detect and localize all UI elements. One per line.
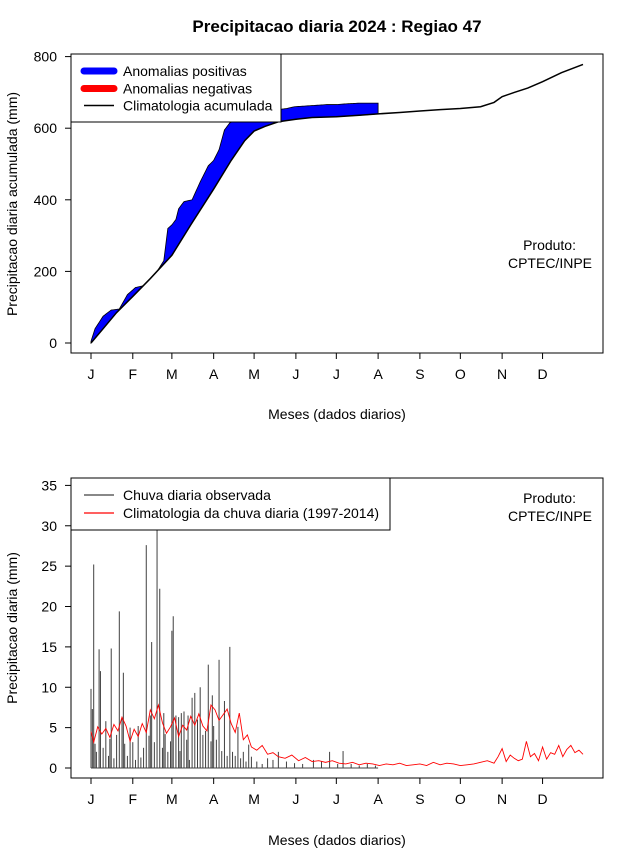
top-x-tick-label: D bbox=[537, 366, 547, 382]
top-x-tick-label: J bbox=[292, 366, 299, 382]
legend-label-positive: Anomalias positivas bbox=[123, 63, 247, 79]
bottom-y-tick-label: 25 bbox=[41, 558, 57, 574]
legend-label-climatology: Climatologia acumulada bbox=[123, 98, 273, 114]
bottom-x-tick-label: M bbox=[166, 791, 178, 807]
positive-anomaly-area bbox=[90, 102, 379, 345]
daily-chart: 0 5 10 15 20 25 30 35 J F M A M J J A S O N D Meses (dados… bbox=[4, 477, 604, 848]
bottom-y-tick-label: 20 bbox=[41, 599, 57, 615]
climatology-cumulative-line bbox=[90, 63, 584, 344]
bottom-y-axis-label: Precipitacao diaria (mm) bbox=[4, 552, 20, 704]
top-x-tick-label: N bbox=[497, 366, 507, 382]
cumulative-chart: 0 200 400 600 800 J F M A M J J A S O N D Meses (dados … bbox=[4, 49, 604, 422]
top-annotation-line2: CPTEC/INPE bbox=[508, 255, 592, 271]
top-x-tick-label: M bbox=[166, 366, 178, 382]
legend-label-negative: Anomalias negativas bbox=[123, 81, 252, 97]
top-y-tick-label: 0 bbox=[49, 335, 57, 351]
bottom-legend-box bbox=[70, 477, 391, 531]
bottom-x-tick-label: J bbox=[292, 791, 299, 807]
top-x-tick-label: A bbox=[209, 366, 219, 382]
top-y-tick-label: 600 bbox=[34, 120, 58, 136]
top-x-tick-label: F bbox=[129, 366, 138, 382]
chart-title: Precipitacao diaria 2024 : Regiao 47 bbox=[192, 17, 481, 36]
bottom-y-axis: 0 5 10 15 20 25 30 35 bbox=[41, 477, 72, 776]
top-y-tick-label: 800 bbox=[34, 49, 58, 65]
bottom-y-tick-label: 10 bbox=[41, 679, 57, 695]
bottom-x-axis-label: Meses (dados diarios) bbox=[268, 832, 406, 848]
top-annotation-line1: Produto: bbox=[523, 237, 576, 253]
top-x-tick-label: S bbox=[415, 366, 424, 382]
top-x-tick-label: M bbox=[248, 366, 260, 382]
bottom-x-tick-label: M bbox=[248, 791, 260, 807]
bottom-x-tick-label: N bbox=[497, 791, 507, 807]
bottom-annotation-line2: CPTEC/INPE bbox=[508, 508, 592, 524]
top-legend: Anomalias positivas Anomalias negativas … bbox=[70, 53, 282, 123]
bottom-y-tick-label: 30 bbox=[41, 518, 57, 534]
bottom-y-tick-label: 35 bbox=[41, 477, 57, 493]
bottom-y-tick-label: 0 bbox=[49, 760, 57, 776]
bottom-plot-marks bbox=[90, 485, 584, 769]
top-x-axis-label: Meses (dados diarios) bbox=[268, 406, 406, 422]
top-x-tick-label: J bbox=[333, 366, 340, 382]
bottom-x-tick-label: A bbox=[373, 791, 383, 807]
bottom-x-tick-label: O bbox=[455, 791, 466, 807]
bottom-legend: Chuva diaria observada Climatologia da c… bbox=[70, 477, 391, 531]
bottom-y-tick-label: 5 bbox=[49, 720, 57, 736]
top-y-axis-label: Precipitacao diaria acumulada (mm) bbox=[4, 92, 20, 316]
top-y-tick-label: 200 bbox=[34, 263, 58, 279]
bottom-x-tick-label: D bbox=[537, 791, 547, 807]
bottom-x-tick-label: F bbox=[129, 791, 138, 807]
bottom-x-tick-label: A bbox=[209, 791, 219, 807]
top-x-tick-label: A bbox=[373, 366, 383, 382]
bottom-y-tick-label: 15 bbox=[41, 639, 57, 655]
daily-climatology-line bbox=[90, 703, 584, 767]
top-x-tick-label: J bbox=[88, 366, 95, 382]
legend-label-observed: Chuva diaria observada bbox=[123, 487, 271, 503]
top-plot-marks bbox=[90, 63, 584, 345]
bottom-x-tick-label: J bbox=[88, 791, 95, 807]
top-y-tick-label: 400 bbox=[34, 192, 58, 208]
bottom-annotation-line1: Produto: bbox=[523, 490, 576, 506]
bottom-x-tick-label: S bbox=[415, 791, 424, 807]
top-x-tick-label: O bbox=[455, 366, 466, 382]
legend-label-daily-climatology: Climatologia da chuva diaria (1997-2014) bbox=[123, 505, 379, 521]
bottom-x-tick-label: J bbox=[333, 791, 340, 807]
top-y-axis: 0 200 400 600 800 bbox=[34, 49, 72, 351]
